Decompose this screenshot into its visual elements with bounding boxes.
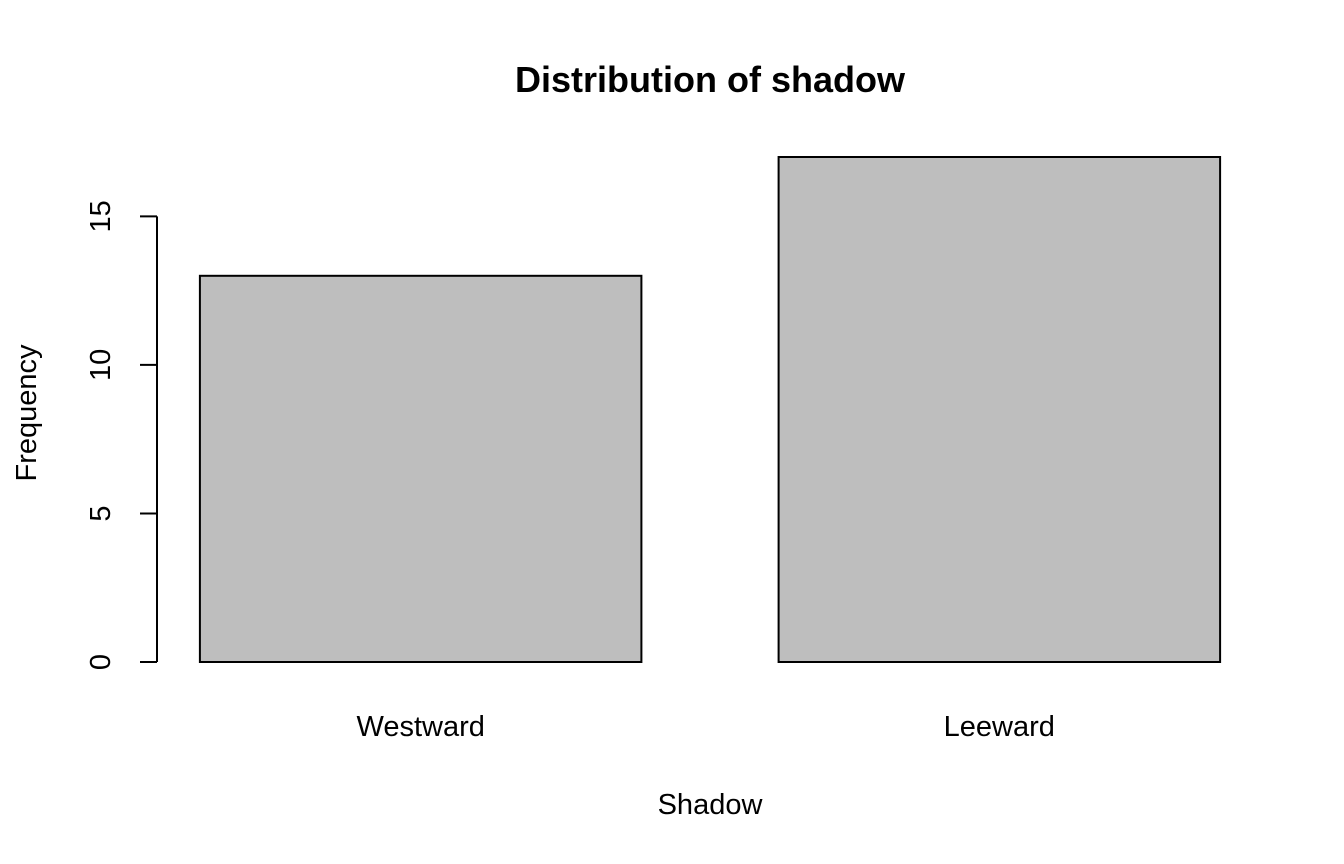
x-tick-label-westward: Westward — [357, 711, 485, 743]
y-tick-label-10: 10 — [85, 349, 117, 381]
bars-group — [198, 156, 1222, 663]
plot-area: 0 5 10 15 Westward Leeward — [85, 156, 1222, 743]
x-axis-label: Shadow — [658, 789, 764, 821]
y-axis-label: Frequency — [11, 344, 43, 482]
x-tick-label-leeward: Leeward — [944, 711, 1055, 743]
x-category-labels: Westward Leeward — [357, 711, 1055, 743]
y-tick-label-5: 5 — [85, 505, 117, 521]
chart-title: Distribution of shadow — [515, 59, 906, 100]
bar-leeward — [777, 156, 1222, 663]
y-axis: 0 5 10 15 — [85, 200, 158, 670]
y-ticks: 0 5 10 15 — [85, 200, 157, 670]
y-tick-label-15: 15 — [85, 200, 117, 232]
bar-westward — [198, 274, 643, 663]
y-tick-label-0: 0 — [85, 654, 117, 670]
